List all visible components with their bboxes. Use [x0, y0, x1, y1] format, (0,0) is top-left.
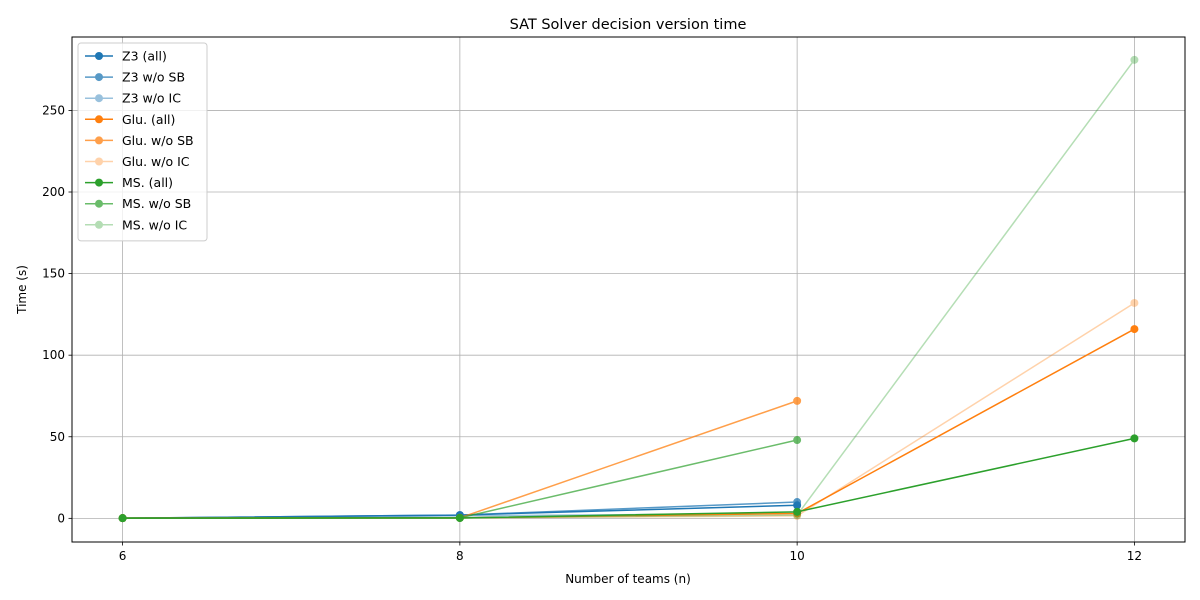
- data-point: [1130, 325, 1139, 334]
- grid: [72, 37, 1185, 542]
- legend-handle: [85, 178, 113, 187]
- data-point: [1130, 55, 1139, 64]
- legend-entry: Z3 (all): [122, 49, 167, 64]
- legend-marker: [95, 199, 103, 208]
- ticks: 6 8 10 12 0 50 100 150 200 250: [42, 103, 1142, 563]
- data-point: [1130, 434, 1139, 443]
- legend-handle: [85, 52, 113, 60]
- x-tick-label: 12: [1127, 549, 1142, 563]
- legend-handle: [85, 73, 113, 82]
- data-point: [793, 507, 802, 516]
- data-point: [793, 511, 802, 520]
- legend-marker: [95, 136, 103, 145]
- y-tick-label: 150: [42, 267, 65, 281]
- legend-marker: [95, 52, 103, 60]
- y-axis-label: Time (s): [15, 265, 29, 315]
- x-axis-label: Number of teams (n): [565, 572, 691, 586]
- legend-handle: [85, 220, 113, 229]
- plot-frame: [71, 36, 1186, 543]
- legend-handle: [85, 94, 113, 103]
- legend: Z3 (all) Z3 w/o SB Z3 w/o IC Glu. (all) Glu.…: [77, 42, 208, 242]
- data-point: [455, 513, 464, 522]
- legend-entry: Glu. w/o IC: [122, 154, 190, 169]
- legend-entry: Glu. w/o SB: [122, 133, 194, 148]
- legend-entry: MS. w/o SB: [122, 196, 191, 211]
- chart-title: SAT Solver decision version time: [510, 17, 747, 33]
- legend-marker: [95, 94, 103, 103]
- x-tick-label: 10: [789, 549, 804, 563]
- legend-entry: Z3 w/o IC: [122, 91, 181, 106]
- series-line: [122, 59, 1136, 519]
- legend-marker: [95, 73, 103, 82]
- legend-handle: [85, 115, 113, 124]
- legend-handle: [85, 199, 113, 208]
- y-tick-label: 200: [42, 185, 65, 199]
- legend-entry: Glu. (all): [122, 112, 175, 127]
- data-point: [455, 513, 464, 522]
- legend-marker: [95, 220, 103, 229]
- legend-handle: [85, 136, 113, 145]
- y-tick-label: 0: [57, 511, 65, 525]
- x-tick-label: 6: [119, 549, 127, 563]
- y-tick-label: 250: [42, 103, 65, 117]
- legend-handle: [85, 157, 113, 166]
- legend-box: [77, 42, 208, 242]
- data-point: [793, 436, 802, 445]
- legend-marker: [95, 178, 103, 187]
- y-tick-label: 50: [50, 430, 65, 444]
- data-point: [1130, 298, 1139, 307]
- y-tick-label: 100: [42, 348, 65, 362]
- series-8: [118, 55, 1139, 523]
- data-point: [793, 396, 802, 405]
- data-point: [118, 514, 127, 523]
- legend-marker: [95, 115, 103, 124]
- legend-entry: MS. w/o IC: [122, 217, 187, 232]
- series-7: [118, 436, 802, 523]
- legend-entry: MS. (all): [122, 175, 173, 190]
- series-layer: [118, 55, 1139, 523]
- legend-entry: Z3 w/o SB: [122, 70, 185, 85]
- legend-marker: [95, 157, 103, 166]
- x-tick-label: 8: [456, 549, 464, 563]
- data-point: [793, 498, 802, 507]
- data-point: [118, 514, 127, 523]
